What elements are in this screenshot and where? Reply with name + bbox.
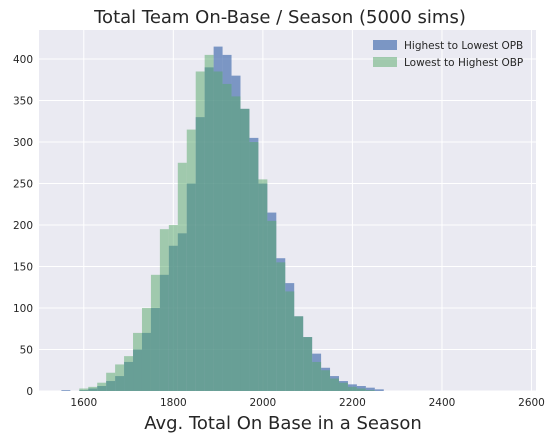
histogram-bar: [356, 388, 366, 391]
histogram-bar: [133, 332, 142, 391]
y-tick-label: 250: [13, 179, 33, 191]
x-tick-label: 2600: [518, 397, 545, 409]
histogram-bar: [88, 386, 98, 391]
histogram-bar: [204, 54, 214, 392]
histogram-bar: [124, 356, 134, 391]
legend-label: Lowest to Highest OBP: [404, 57, 523, 69]
y-tick-label: 50: [20, 345, 33, 357]
histogram-bar: [285, 291, 295, 391]
histogram-bar: [303, 337, 313, 391]
x-tick-label: 1600: [70, 397, 97, 409]
x-tick-label: 2400: [429, 397, 456, 409]
histogram-bar: [249, 142, 259, 391]
x-tick-label: 2000: [250, 397, 277, 409]
y-tick-label: 150: [13, 262, 33, 274]
histogram-bar: [330, 378, 339, 391]
histogram-bar: [61, 390, 71, 391]
series-2: [79, 54, 375, 392]
histogram-bar: [106, 372, 116, 391]
histogram-bar: [267, 220, 277, 391]
x-tick-label: 2200: [339, 397, 366, 409]
legend-label: Highest to Lowest OPB: [404, 40, 523, 52]
histogram-bar: [231, 96, 241, 391]
histogram-bar: [294, 316, 304, 391]
histogram-bar: [321, 370, 331, 391]
histogram-bar: [150, 274, 160, 391]
histogram-bar: [177, 162, 187, 391]
y-tick-label: 300: [13, 137, 33, 149]
series-layer: [61, 46, 384, 392]
histogram-bar: [240, 108, 250, 391]
histogram-bar: [195, 71, 205, 391]
histogram-bar: [141, 308, 151, 391]
histogram-bar: [79, 388, 89, 391]
histogram-bar: [115, 364, 125, 391]
histogram-bar: [213, 71, 223, 391]
y-tick-label: 100: [13, 303, 33, 315]
y-axis-ticks: 0 50 100 150 200 250 300 350 400: [13, 54, 33, 398]
histogram-bar: [186, 129, 196, 391]
histogram-bar: [258, 179, 268, 391]
histogram-bar: [347, 386, 357, 391]
x-axis-ticks: 1600 1800 2000 2200 2400 2600: [70, 397, 544, 409]
histogram-bar: [312, 361, 322, 391]
histogram-bar: [222, 83, 232, 391]
histogram-bar: [168, 225, 178, 391]
histogram-bar: [374, 389, 384, 391]
legend-swatch: [373, 40, 397, 50]
y-tick-label: 350: [13, 96, 33, 108]
y-tick-label: 0: [26, 386, 33, 398]
chart-title: Total Team On-Base / Season (5000 sims): [93, 7, 466, 28]
legend: Highest to Lowest OPB Lowest to Highest O…: [373, 40, 523, 69]
legend-swatch: [373, 57, 397, 67]
y-tick-label: 200: [13, 220, 33, 232]
y-tick-label: 400: [13, 54, 33, 66]
grid-lines: [39, 30, 536, 392]
histogram-bar: [97, 382, 107, 391]
x-axis-label: Avg. Total On Base in a Season: [144, 413, 422, 434]
histogram-bar: [338, 382, 348, 391]
histogram-bar: [276, 262, 286, 391]
x-tick-label: 1800: [160, 397, 187, 409]
histogram-bar: [159, 229, 169, 391]
histogram-bar: [365, 387, 375, 391]
histogram-bar: [365, 390, 375, 391]
